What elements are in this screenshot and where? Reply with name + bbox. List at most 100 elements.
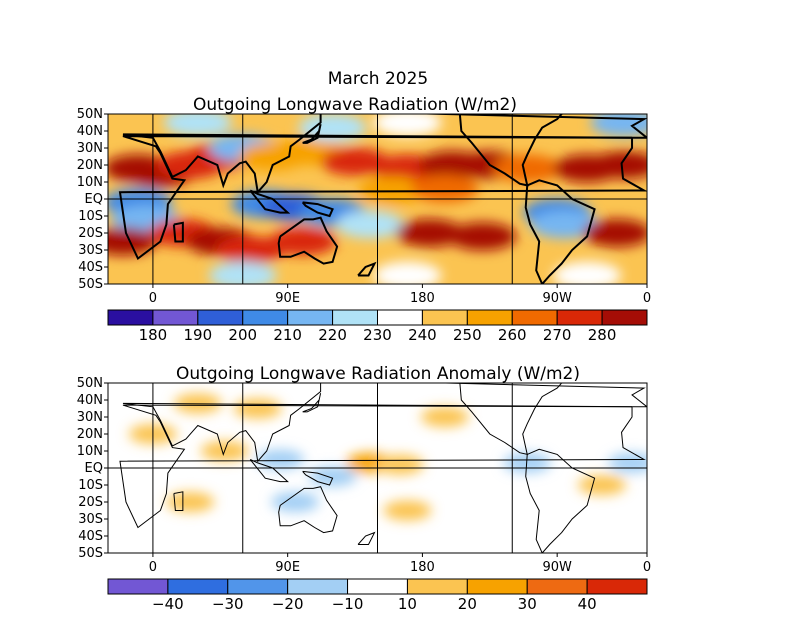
colorbar-swatch xyxy=(526,578,588,595)
x-tick-label: 90W xyxy=(542,560,572,575)
colorbar-swatch xyxy=(167,578,229,595)
olr-field-cell xyxy=(163,114,232,137)
x-tick-label: 0 xyxy=(643,291,651,306)
anomaly-field-cell xyxy=(233,398,282,419)
colorbar-swatch xyxy=(197,309,244,326)
coastline xyxy=(302,123,322,144)
anomaly-gridlines xyxy=(108,383,647,553)
olr-field xyxy=(108,114,647,284)
olr-y-axis: 50N 40N 30N 20N 10N EQ 10S 20S 30S 40S 50S xyxy=(77,107,108,292)
anomaly-y-axis: 50N 40N 30N 20N 10N EQ 10S 20S 30S 40S 50S xyxy=(77,376,108,561)
colorbar-label: 250 xyxy=(453,326,482,344)
y-tick-label: 50N xyxy=(77,107,103,122)
olr-field-cell xyxy=(530,210,599,239)
y-tick-label: 20S xyxy=(78,495,103,510)
coastline xyxy=(249,189,291,214)
colorbar-swatch xyxy=(377,309,423,326)
y-tick-label: EQ xyxy=(85,192,103,207)
colorbar-swatch xyxy=(466,578,528,595)
colorbar-label: 30 xyxy=(518,595,537,613)
y-tick-label: 50N xyxy=(77,376,103,391)
anomaly-field-cell xyxy=(608,452,647,473)
colorbar-swatch xyxy=(242,309,289,326)
colorbar-label: 240 xyxy=(408,326,437,344)
olr-field-cell xyxy=(590,114,647,137)
olr-coastlines xyxy=(118,114,647,284)
olr-x-axis: 0 90E 180 90W 0 xyxy=(149,284,651,306)
olr-panel-title: Outgoing Longwave Radiation (W/m2) xyxy=(193,95,517,115)
x-tick-label: 0 xyxy=(149,560,157,575)
y-tick-label: 50S xyxy=(78,546,103,561)
anomaly-field-cell xyxy=(578,475,627,495)
olr-field-cell xyxy=(590,151,647,179)
colorbar-swatch xyxy=(601,309,648,326)
olr-gridlines xyxy=(108,114,647,284)
olr-field-cell xyxy=(216,236,285,264)
olr-field-cell xyxy=(336,210,405,239)
anomaly-coastlines xyxy=(119,383,647,553)
colorbar-label: 20 xyxy=(458,595,477,613)
coastline xyxy=(524,179,596,284)
colorbar-label: 40 xyxy=(578,595,597,613)
olr-field-cell xyxy=(553,261,622,284)
colorbar-swatch xyxy=(511,309,558,326)
coastline xyxy=(249,459,289,483)
figure-title: March 2025 xyxy=(328,69,429,89)
colorbar-label: 230 xyxy=(363,326,392,344)
anomaly-panel-title: Outgoing Longwave Radiation Anomaly (W/m… xyxy=(176,364,580,384)
colorbar-label: 220 xyxy=(318,326,347,344)
olr-field-cell xyxy=(268,227,337,256)
y-tick-label: 30N xyxy=(77,141,103,156)
olr-field-cell xyxy=(373,261,442,284)
x-tick-label: 180 xyxy=(410,560,435,575)
y-tick-label: 20N xyxy=(77,158,103,173)
olr-field-cell xyxy=(448,222,517,251)
coastline xyxy=(302,470,334,486)
y-tick-label: 40S xyxy=(78,260,103,275)
colorbar-label: 280 xyxy=(588,326,617,344)
colorbar-swatch xyxy=(287,309,334,326)
anomaly-field-cell xyxy=(166,492,215,512)
colorbar-swatch xyxy=(466,309,513,326)
y-tick-label: 10S xyxy=(78,209,103,224)
y-tick-label: 10N xyxy=(77,175,103,190)
anomaly-colorbar: −40 −30 −20 −10 10 20 30 40 xyxy=(107,578,648,613)
anomaly-field-cell xyxy=(271,492,320,512)
coastline xyxy=(278,486,338,534)
olr-field-cell xyxy=(493,154,562,183)
y-tick-label: 40S xyxy=(78,529,103,544)
x-tick-label: 0 xyxy=(149,291,157,306)
y-tick-label: EQ xyxy=(85,461,103,476)
colorbar-label: −10 xyxy=(332,595,364,613)
anomaly-field-cell xyxy=(375,454,424,475)
anomaly-field-cell xyxy=(383,500,432,521)
colorbar-swatch xyxy=(107,309,154,326)
y-tick-label: 10N xyxy=(77,444,103,459)
y-tick-label: 20S xyxy=(78,226,103,241)
colorbar-label: 260 xyxy=(498,326,527,344)
coastline xyxy=(122,383,647,463)
colorbar-swatch xyxy=(556,309,603,326)
x-tick-label: 90E xyxy=(275,560,300,575)
colorbar-label: 180 xyxy=(139,326,168,344)
olr-field-cell xyxy=(583,219,647,247)
anomaly-field-cell xyxy=(308,466,357,487)
colorbar-label: 190 xyxy=(184,326,213,344)
y-tick-label: 40N xyxy=(77,393,103,408)
x-tick-label: 180 xyxy=(410,291,435,306)
olr-field-cell xyxy=(410,174,479,203)
coastline xyxy=(458,383,563,456)
olr-field-cell xyxy=(321,147,390,176)
x-tick-label: 0 xyxy=(643,560,651,575)
y-tick-label: 30S xyxy=(78,512,103,527)
colorbar-label: −20 xyxy=(272,595,304,613)
olr-colorbar: 180 190 200 210 220 230 240 250 260 270 280 xyxy=(107,309,648,344)
coastline xyxy=(301,201,334,218)
y-tick-label: 30S xyxy=(78,243,103,258)
y-tick-label: 30N xyxy=(77,410,103,425)
coastline xyxy=(119,404,646,529)
colorbar-swatch xyxy=(287,578,349,595)
coastline xyxy=(525,448,596,553)
olr-field-cell xyxy=(395,219,464,247)
